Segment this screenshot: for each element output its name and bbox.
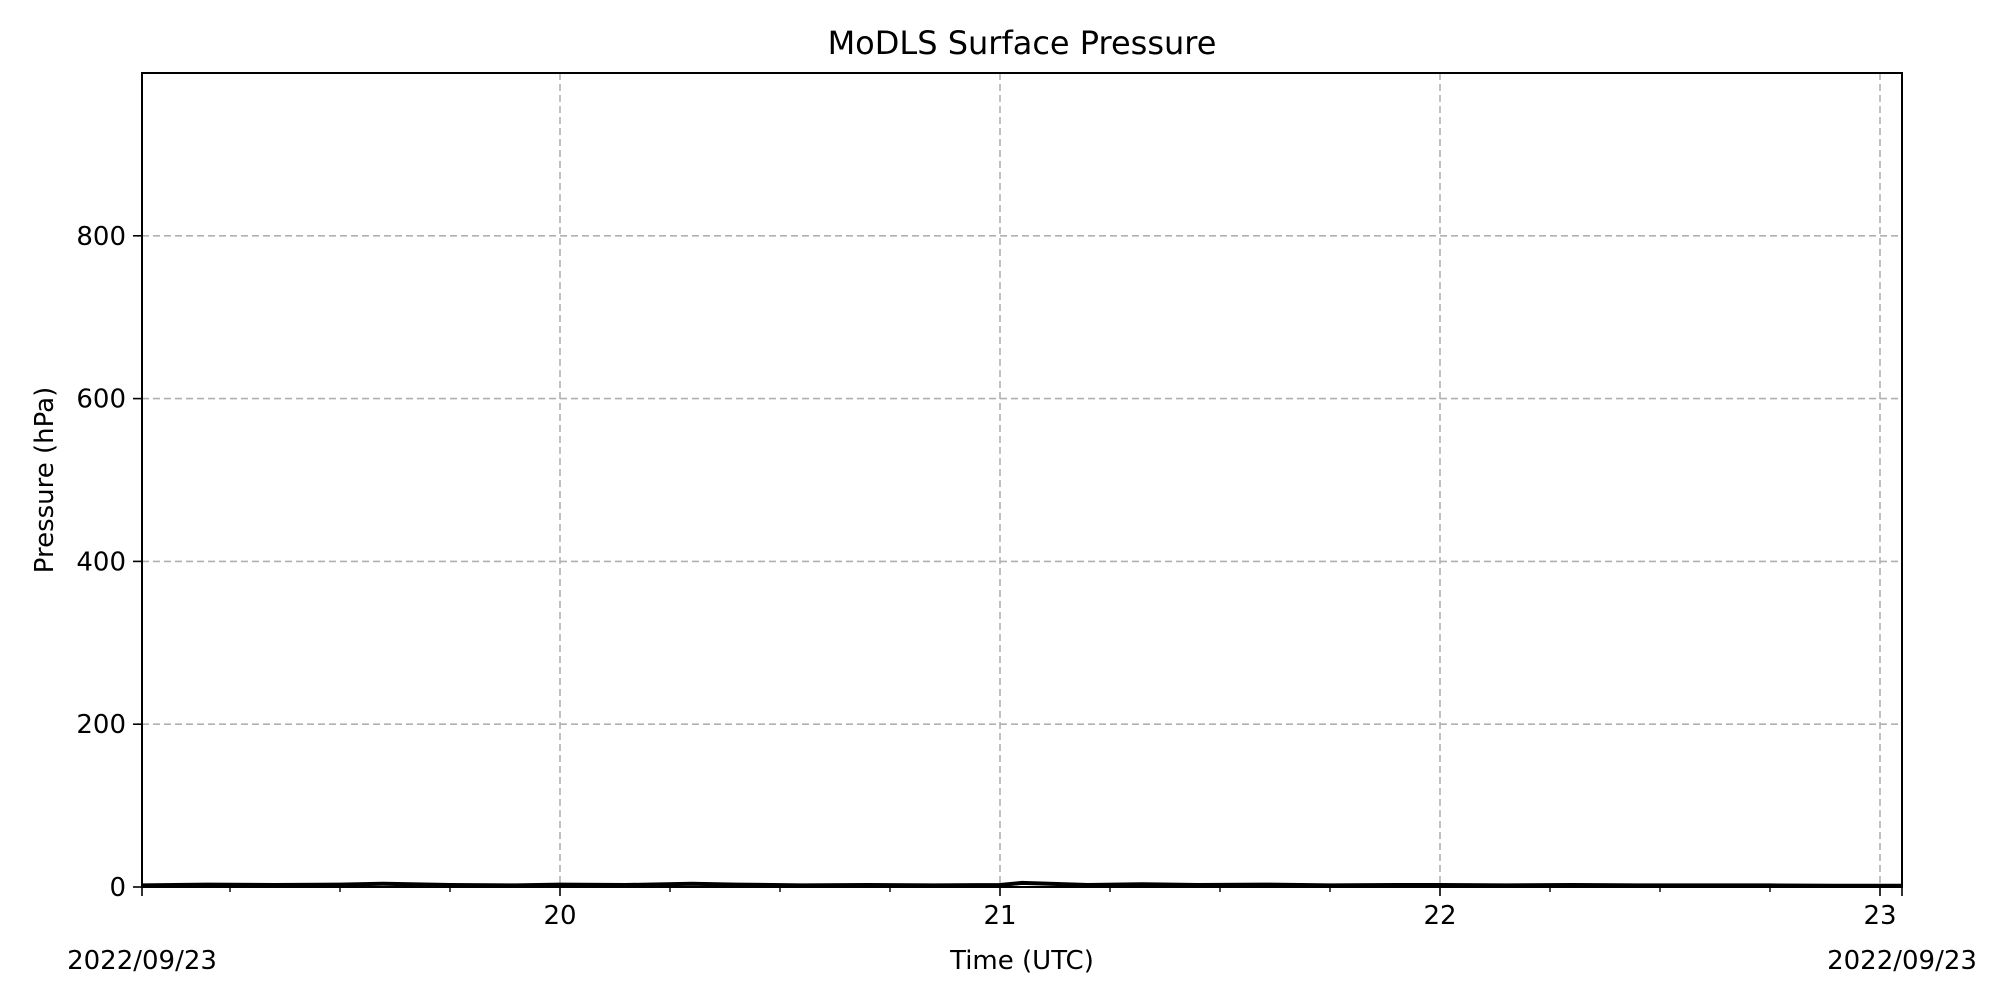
start-date-label: 2022/09/23 [67, 946, 217, 976]
series-layer [141, 880, 1902, 888]
y-tick-label: 400 [76, 547, 126, 577]
x-axis: 20 21 22 23 [141, 887, 1903, 931]
series-line [141, 880, 1902, 888]
y-tick-label: 600 [76, 385, 126, 415]
x-tick-label: 21 [983, 901, 1016, 931]
x-tick-label: 22 [1423, 901, 1456, 931]
x-tick-label: 23 [1863, 901, 1896, 931]
end-date-label: 2022/09/23 [1827, 946, 1977, 976]
y-axis: 0 200 400 600 800 [76, 222, 142, 903]
y-axis-label: Pressure (hPa) [30, 387, 60, 574]
grid-lines [142, 73, 1902, 887]
plot-area-frame [141, 72, 1903, 888]
y-tick-label: 0 [109, 873, 126, 903]
x-axis-label: Time (UTC) [949, 946, 1094, 976]
y-tick-label: 200 [76, 710, 126, 740]
x-tick-label: 20 [543, 901, 576, 931]
chart-title: MoDLS Surface Pressure [828, 24, 1217, 62]
y-tick-label: 800 [76, 222, 126, 252]
